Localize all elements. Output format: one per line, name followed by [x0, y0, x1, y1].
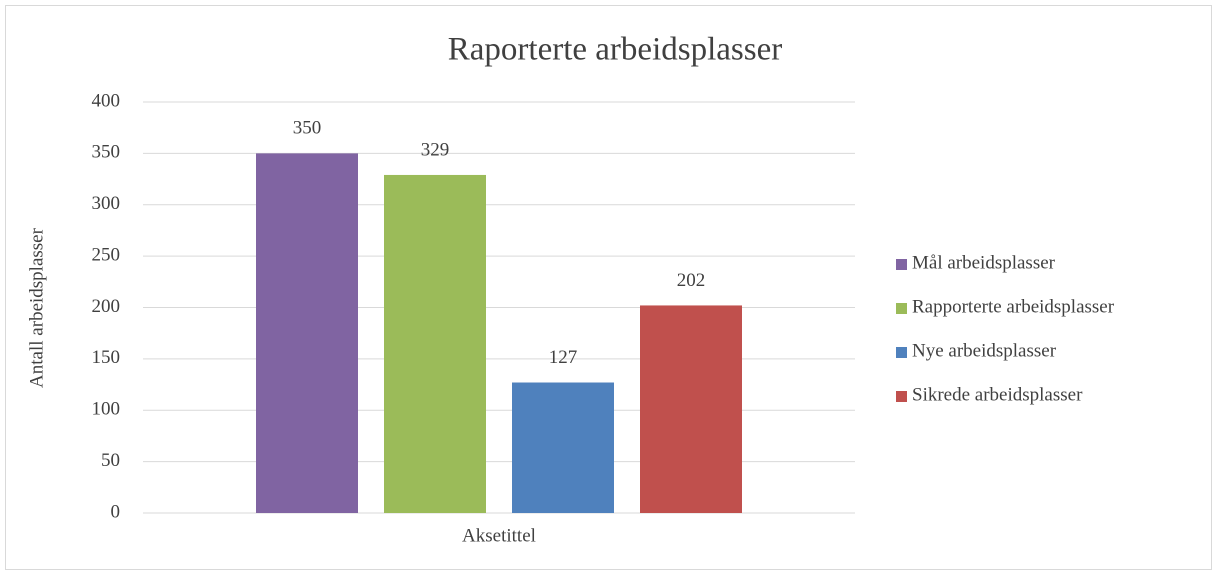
- y-tick-label: 250: [92, 244, 121, 265]
- data-label: 329: [421, 139, 450, 160]
- legend-swatch: [896, 347, 907, 358]
- data-label: 127: [549, 347, 578, 368]
- legend-swatch: [896, 259, 907, 270]
- y-tick-label: 150: [92, 347, 121, 368]
- legend-label: Rapporterte arbeidsplasser: [912, 296, 1115, 317]
- legend-label: Mål arbeidsplasser: [912, 252, 1056, 273]
- bar: [384, 174, 486, 513]
- legend-swatch: [896, 303, 907, 314]
- y-tick-label: 100: [92, 399, 121, 420]
- y-tick-label: 0: [111, 501, 121, 522]
- legend-label: Nye arbeidsplasser: [912, 340, 1057, 361]
- y-axis-title: Antall arbeidsplasser: [26, 227, 47, 388]
- data-label: 350: [293, 118, 322, 139]
- legend-swatch: [896, 391, 907, 402]
- y-tick-label: 350: [92, 142, 121, 163]
- y-tick-label: 300: [92, 193, 121, 214]
- x-tick-label: Aksetittel: [462, 525, 536, 546]
- legend-label: Sikrede arbeidsplasser: [912, 384, 1083, 405]
- bar: [512, 382, 614, 513]
- y-tick-label: 200: [92, 296, 121, 317]
- y-tick-label: 400: [92, 90, 121, 111]
- bar: [640, 305, 742, 513]
- chart-title: Raporterte arbeidsplasser: [448, 32, 782, 68]
- bar: [256, 153, 358, 513]
- data-label: 202: [677, 270, 706, 291]
- y-tick-label: 50: [101, 450, 120, 471]
